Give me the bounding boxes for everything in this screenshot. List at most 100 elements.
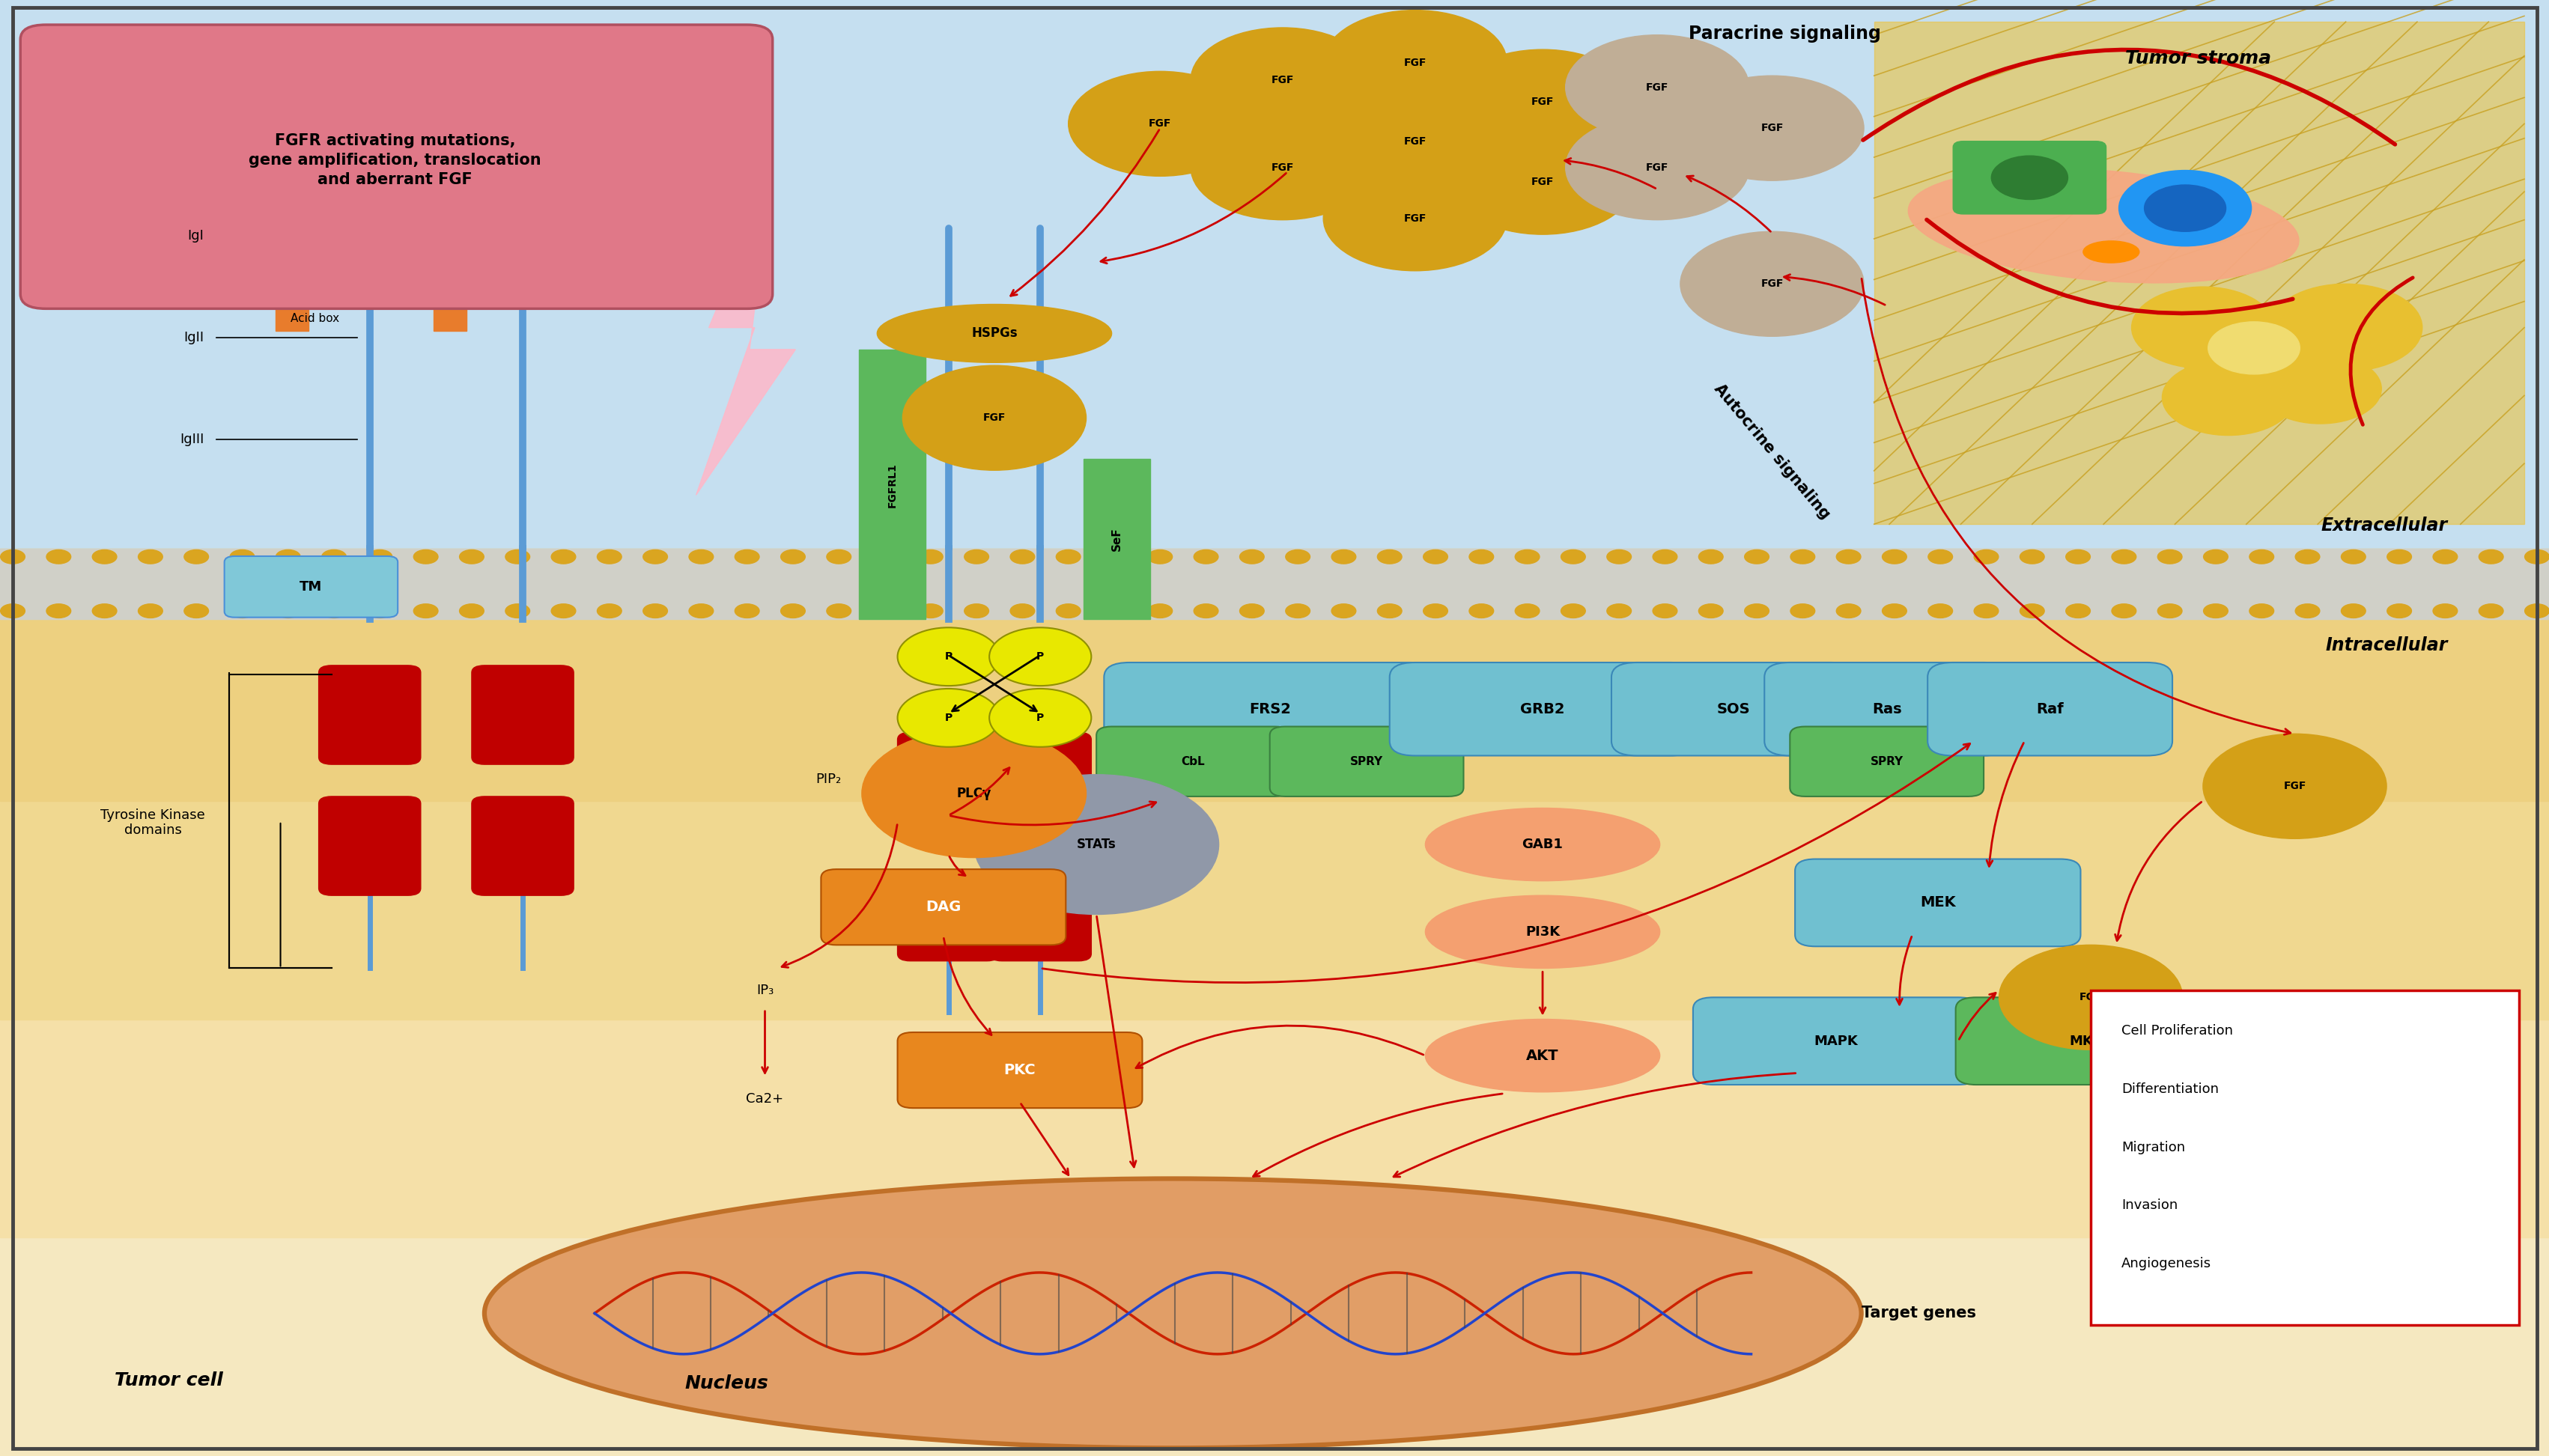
Circle shape <box>1927 604 1953 617</box>
Circle shape <box>184 550 209 563</box>
Text: FGF: FGF <box>1150 118 1170 130</box>
Circle shape <box>1323 89 1506 194</box>
Text: FGF: FGF <box>1761 278 1782 290</box>
Text: Tyrosine Kinase
domains: Tyrosine Kinase domains <box>99 808 206 837</box>
Circle shape <box>1323 166 1506 271</box>
Circle shape <box>1239 604 1264 617</box>
Circle shape <box>1744 604 1769 617</box>
Circle shape <box>1998 945 2182 1050</box>
Circle shape <box>2478 604 2503 617</box>
Circle shape <box>2248 604 2274 617</box>
Circle shape <box>989 689 1091 747</box>
Circle shape <box>1055 550 1081 563</box>
Text: Nucleus: Nucleus <box>686 1374 767 1392</box>
Circle shape <box>642 550 668 563</box>
FancyBboxPatch shape <box>319 796 421 895</box>
Circle shape <box>1606 550 1631 563</box>
Circle shape <box>2269 284 2422 371</box>
Circle shape <box>2144 185 2225 232</box>
Circle shape <box>974 775 1218 914</box>
Circle shape <box>2065 604 2090 617</box>
Circle shape <box>1285 550 1310 563</box>
Text: Raf: Raf <box>2037 702 2062 716</box>
Text: MKP3: MKP3 <box>2070 1034 2111 1048</box>
Circle shape <box>2207 322 2299 374</box>
Circle shape <box>2524 604 2549 617</box>
Circle shape <box>2156 604 2182 617</box>
Circle shape <box>1927 550 1953 563</box>
Circle shape <box>92 550 117 563</box>
Text: FGF: FGF <box>984 412 1004 424</box>
Circle shape <box>505 604 530 617</box>
Circle shape <box>2065 550 2090 563</box>
Text: Migration: Migration <box>2121 1140 2184 1155</box>
Circle shape <box>1009 550 1035 563</box>
Circle shape <box>184 604 209 617</box>
Circle shape <box>1514 604 1540 617</box>
Ellipse shape <box>1907 169 2299 282</box>
Bar <box>1083 459 1150 619</box>
Ellipse shape <box>2083 242 2139 264</box>
Text: FGF: FGF <box>1404 135 1425 147</box>
Text: AKT: AKT <box>1527 1048 1557 1063</box>
Bar <box>0 801 2549 1019</box>
Circle shape <box>826 604 851 617</box>
Circle shape <box>1606 604 1631 617</box>
Circle shape <box>1055 604 1081 617</box>
FancyBboxPatch shape <box>1389 662 1695 756</box>
Circle shape <box>1239 550 1264 563</box>
Text: GRB2: GRB2 <box>1519 702 1565 716</box>
Circle shape <box>780 550 805 563</box>
Circle shape <box>1789 550 1815 563</box>
Circle shape <box>229 604 255 617</box>
Circle shape <box>1331 550 1356 563</box>
Circle shape <box>1835 604 1861 617</box>
Text: Tumor stroma: Tumor stroma <box>2123 50 2271 67</box>
Circle shape <box>642 604 668 617</box>
FancyBboxPatch shape <box>1693 997 1978 1085</box>
Text: SOS: SOS <box>1715 702 1751 716</box>
Circle shape <box>1698 550 1723 563</box>
FancyBboxPatch shape <box>1789 727 1983 796</box>
Circle shape <box>1190 28 1374 132</box>
Circle shape <box>1991 156 2067 199</box>
Text: SPRY: SPRY <box>1351 756 1382 767</box>
Text: STATs: STATs <box>1076 837 1116 852</box>
Circle shape <box>2156 550 2182 563</box>
Circle shape <box>2019 550 2044 563</box>
Circle shape <box>1789 604 1815 617</box>
Bar <box>275 307 308 331</box>
Circle shape <box>734 550 760 563</box>
Circle shape <box>1009 604 1035 617</box>
Ellipse shape <box>1425 895 1659 968</box>
Text: MAPK: MAPK <box>1812 1034 1858 1048</box>
Text: FGF: FGF <box>1647 162 1667 173</box>
Circle shape <box>1973 604 1998 617</box>
Circle shape <box>897 628 999 686</box>
Text: P: P <box>1035 651 1045 662</box>
Circle shape <box>1744 550 1769 563</box>
Text: SeF: SeF <box>1111 527 1122 550</box>
Bar <box>0 549 2549 619</box>
Circle shape <box>367 604 393 617</box>
FancyBboxPatch shape <box>472 665 574 764</box>
Circle shape <box>862 729 1086 858</box>
Circle shape <box>1468 604 1494 617</box>
Circle shape <box>688 604 714 617</box>
Text: IgIII: IgIII <box>178 432 204 447</box>
Circle shape <box>2386 604 2411 617</box>
FancyBboxPatch shape <box>1955 997 2225 1085</box>
Circle shape <box>1973 550 1998 563</box>
Ellipse shape <box>1425 1019 1659 1092</box>
Circle shape <box>1193 550 1218 563</box>
Circle shape <box>1560 604 1585 617</box>
Text: Angiogenesis: Angiogenesis <box>2121 1257 2210 1271</box>
Circle shape <box>2340 550 2365 563</box>
Circle shape <box>2432 604 2457 617</box>
Text: PIP₂: PIP₂ <box>816 772 841 786</box>
Text: Target genes: Target genes <box>1861 1306 1975 1321</box>
Circle shape <box>2182 304 2365 409</box>
Text: Intracellular: Intracellular <box>2325 636 2447 654</box>
Circle shape <box>2202 550 2228 563</box>
Circle shape <box>1468 550 1494 563</box>
